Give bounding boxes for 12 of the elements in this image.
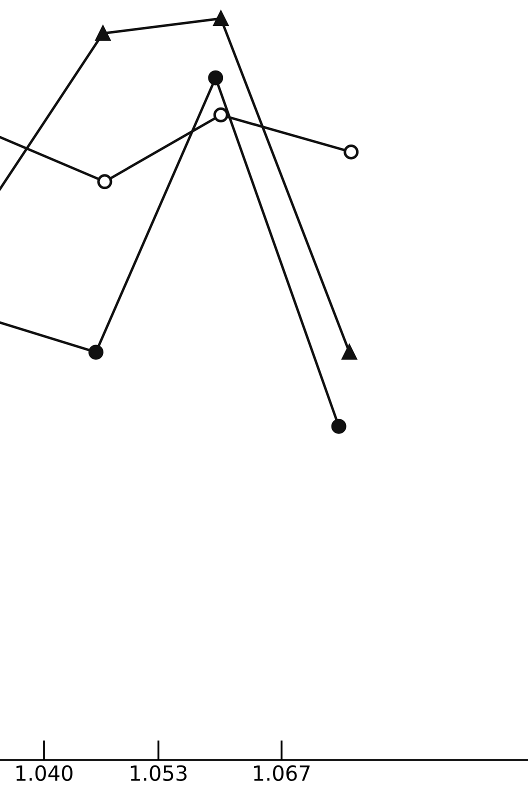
point <box>213 11 228 26</box>
point <box>95 26 110 41</box>
point <box>97 174 112 190</box>
x-tick-label: 1.040 <box>16 765 72 781</box>
point <box>208 70 224 86</box>
point <box>344 144 359 160</box>
x-tick-label: 1.053 <box>130 765 187 781</box>
point <box>342 344 357 360</box>
point <box>331 418 346 434</box>
point <box>213 107 228 122</box>
x-tick-label: 1.067 <box>254 765 310 781</box>
point <box>88 344 104 360</box>
